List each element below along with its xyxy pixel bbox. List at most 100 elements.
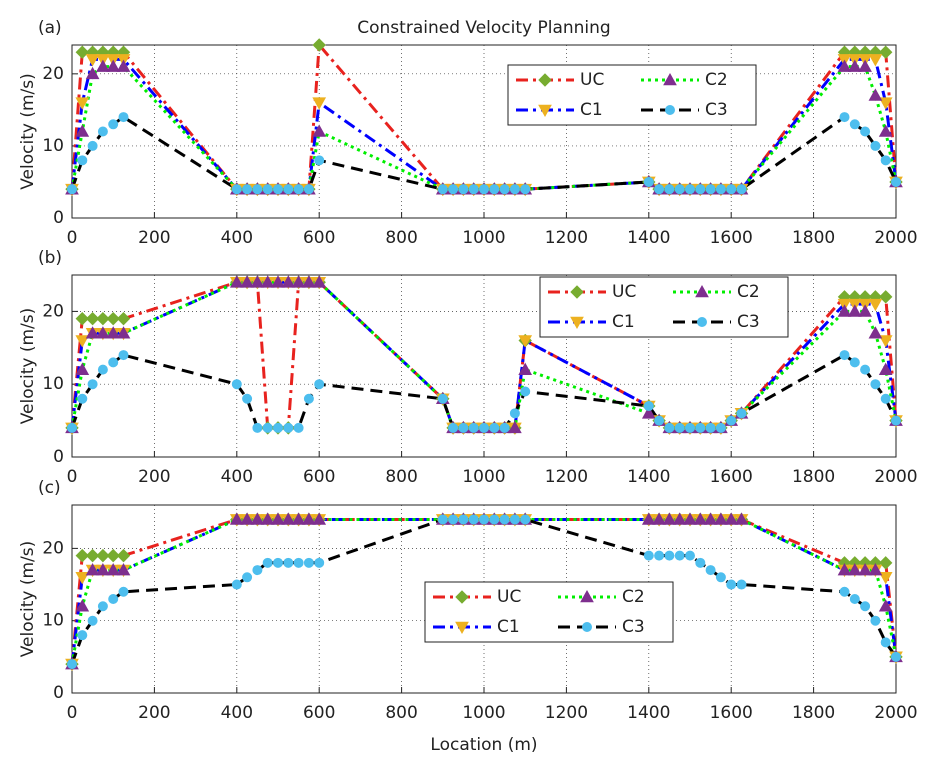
marker — [641, 406, 656, 419]
marker — [643, 550, 654, 561]
legend-box — [539, 276, 789, 338]
series-line — [70, 518, 898, 665]
marker — [312, 97, 327, 110]
marker — [479, 184, 489, 195]
marker — [106, 311, 120, 326]
marker — [665, 105, 675, 115]
marker — [837, 59, 852, 72]
marker — [695, 284, 709, 298]
x-tick-label: 1600 — [710, 467, 753, 487]
panel-label: (c) — [38, 478, 61, 498]
marker — [97, 364, 108, 375]
marker — [75, 45, 90, 59]
marker — [664, 422, 675, 433]
marker — [847, 59, 862, 72]
marker — [87, 379, 98, 390]
legend-label: C3 — [622, 617, 645, 637]
marker — [509, 184, 520, 195]
marker — [85, 311, 100, 326]
marker — [695, 184, 706, 195]
marker — [106, 59, 121, 72]
marker — [858, 563, 872, 576]
y-tick-label: 20 — [42, 301, 64, 321]
marker — [116, 548, 131, 563]
marker — [868, 54, 883, 67]
marker — [868, 563, 883, 576]
marker — [229, 275, 244, 288]
x-tick-label: 400 — [221, 703, 253, 723]
legend-label: C3 — [737, 312, 760, 332]
marker — [870, 379, 881, 390]
x-tick-label: 1600 — [710, 703, 753, 723]
marker — [229, 512, 244, 525]
marker — [726, 184, 737, 195]
marker — [314, 155, 325, 166]
marker — [674, 184, 685, 195]
y-tick-label: 0 — [53, 208, 64, 228]
marker — [695, 557, 706, 568]
marker — [468, 184, 479, 195]
y-axis-label: Velocity (m/s) — [18, 73, 38, 190]
x-tick-label: 1200 — [545, 703, 588, 723]
marker — [518, 335, 533, 348]
marker — [499, 184, 510, 195]
marker — [231, 379, 242, 390]
marker — [697, 317, 707, 327]
marker — [303, 184, 314, 195]
marker — [458, 422, 469, 433]
marker — [240, 512, 254, 525]
marker — [85, 326, 100, 339]
legend-label: C1 — [580, 100, 603, 120]
marker — [509, 408, 520, 419]
marker — [860, 601, 871, 612]
marker — [868, 326, 883, 339]
marker — [715, 572, 726, 583]
marker — [108, 594, 119, 604]
marker — [293, 557, 304, 568]
marker — [75, 311, 90, 326]
marker — [231, 184, 242, 195]
marker — [242, 393, 253, 404]
marker — [672, 512, 687, 525]
marker — [878, 599, 893, 612]
marker — [97, 601, 108, 612]
x-tick-label: 0 — [67, 703, 78, 723]
marker — [77, 393, 88, 404]
marker — [118, 112, 129, 123]
marker — [520, 386, 531, 397]
marker — [839, 112, 850, 123]
marker — [837, 304, 852, 317]
marker — [878, 556, 893, 570]
legend-label: C1 — [612, 312, 635, 332]
marker — [250, 512, 265, 525]
marker — [582, 622, 592, 632]
marker — [293, 184, 304, 195]
marker — [664, 550, 675, 561]
marker — [455, 590, 469, 604]
marker — [252, 422, 263, 433]
x-tick-label: 2000 — [874, 467, 917, 487]
x-tick-label: 2000 — [874, 228, 917, 248]
marker — [458, 184, 469, 195]
y-tick-label: 20 — [42, 64, 64, 84]
marker — [262, 184, 273, 195]
marker — [96, 59, 110, 72]
marker — [302, 512, 316, 525]
marker — [839, 586, 850, 597]
marker — [839, 350, 850, 361]
marker — [685, 422, 695, 433]
x-tick-label: 2000 — [874, 703, 917, 723]
marker — [674, 550, 685, 561]
marker — [538, 73, 552, 87]
marker — [847, 563, 862, 576]
marker — [891, 651, 901, 662]
marker — [302, 275, 316, 288]
marker — [85, 563, 100, 576]
x-tick-label: 1000 — [462, 467, 505, 487]
x-tick-label: 200 — [138, 228, 170, 248]
marker — [67, 422, 77, 433]
x-tick-label: 800 — [385, 467, 417, 487]
marker — [273, 557, 283, 568]
marker — [106, 548, 120, 563]
